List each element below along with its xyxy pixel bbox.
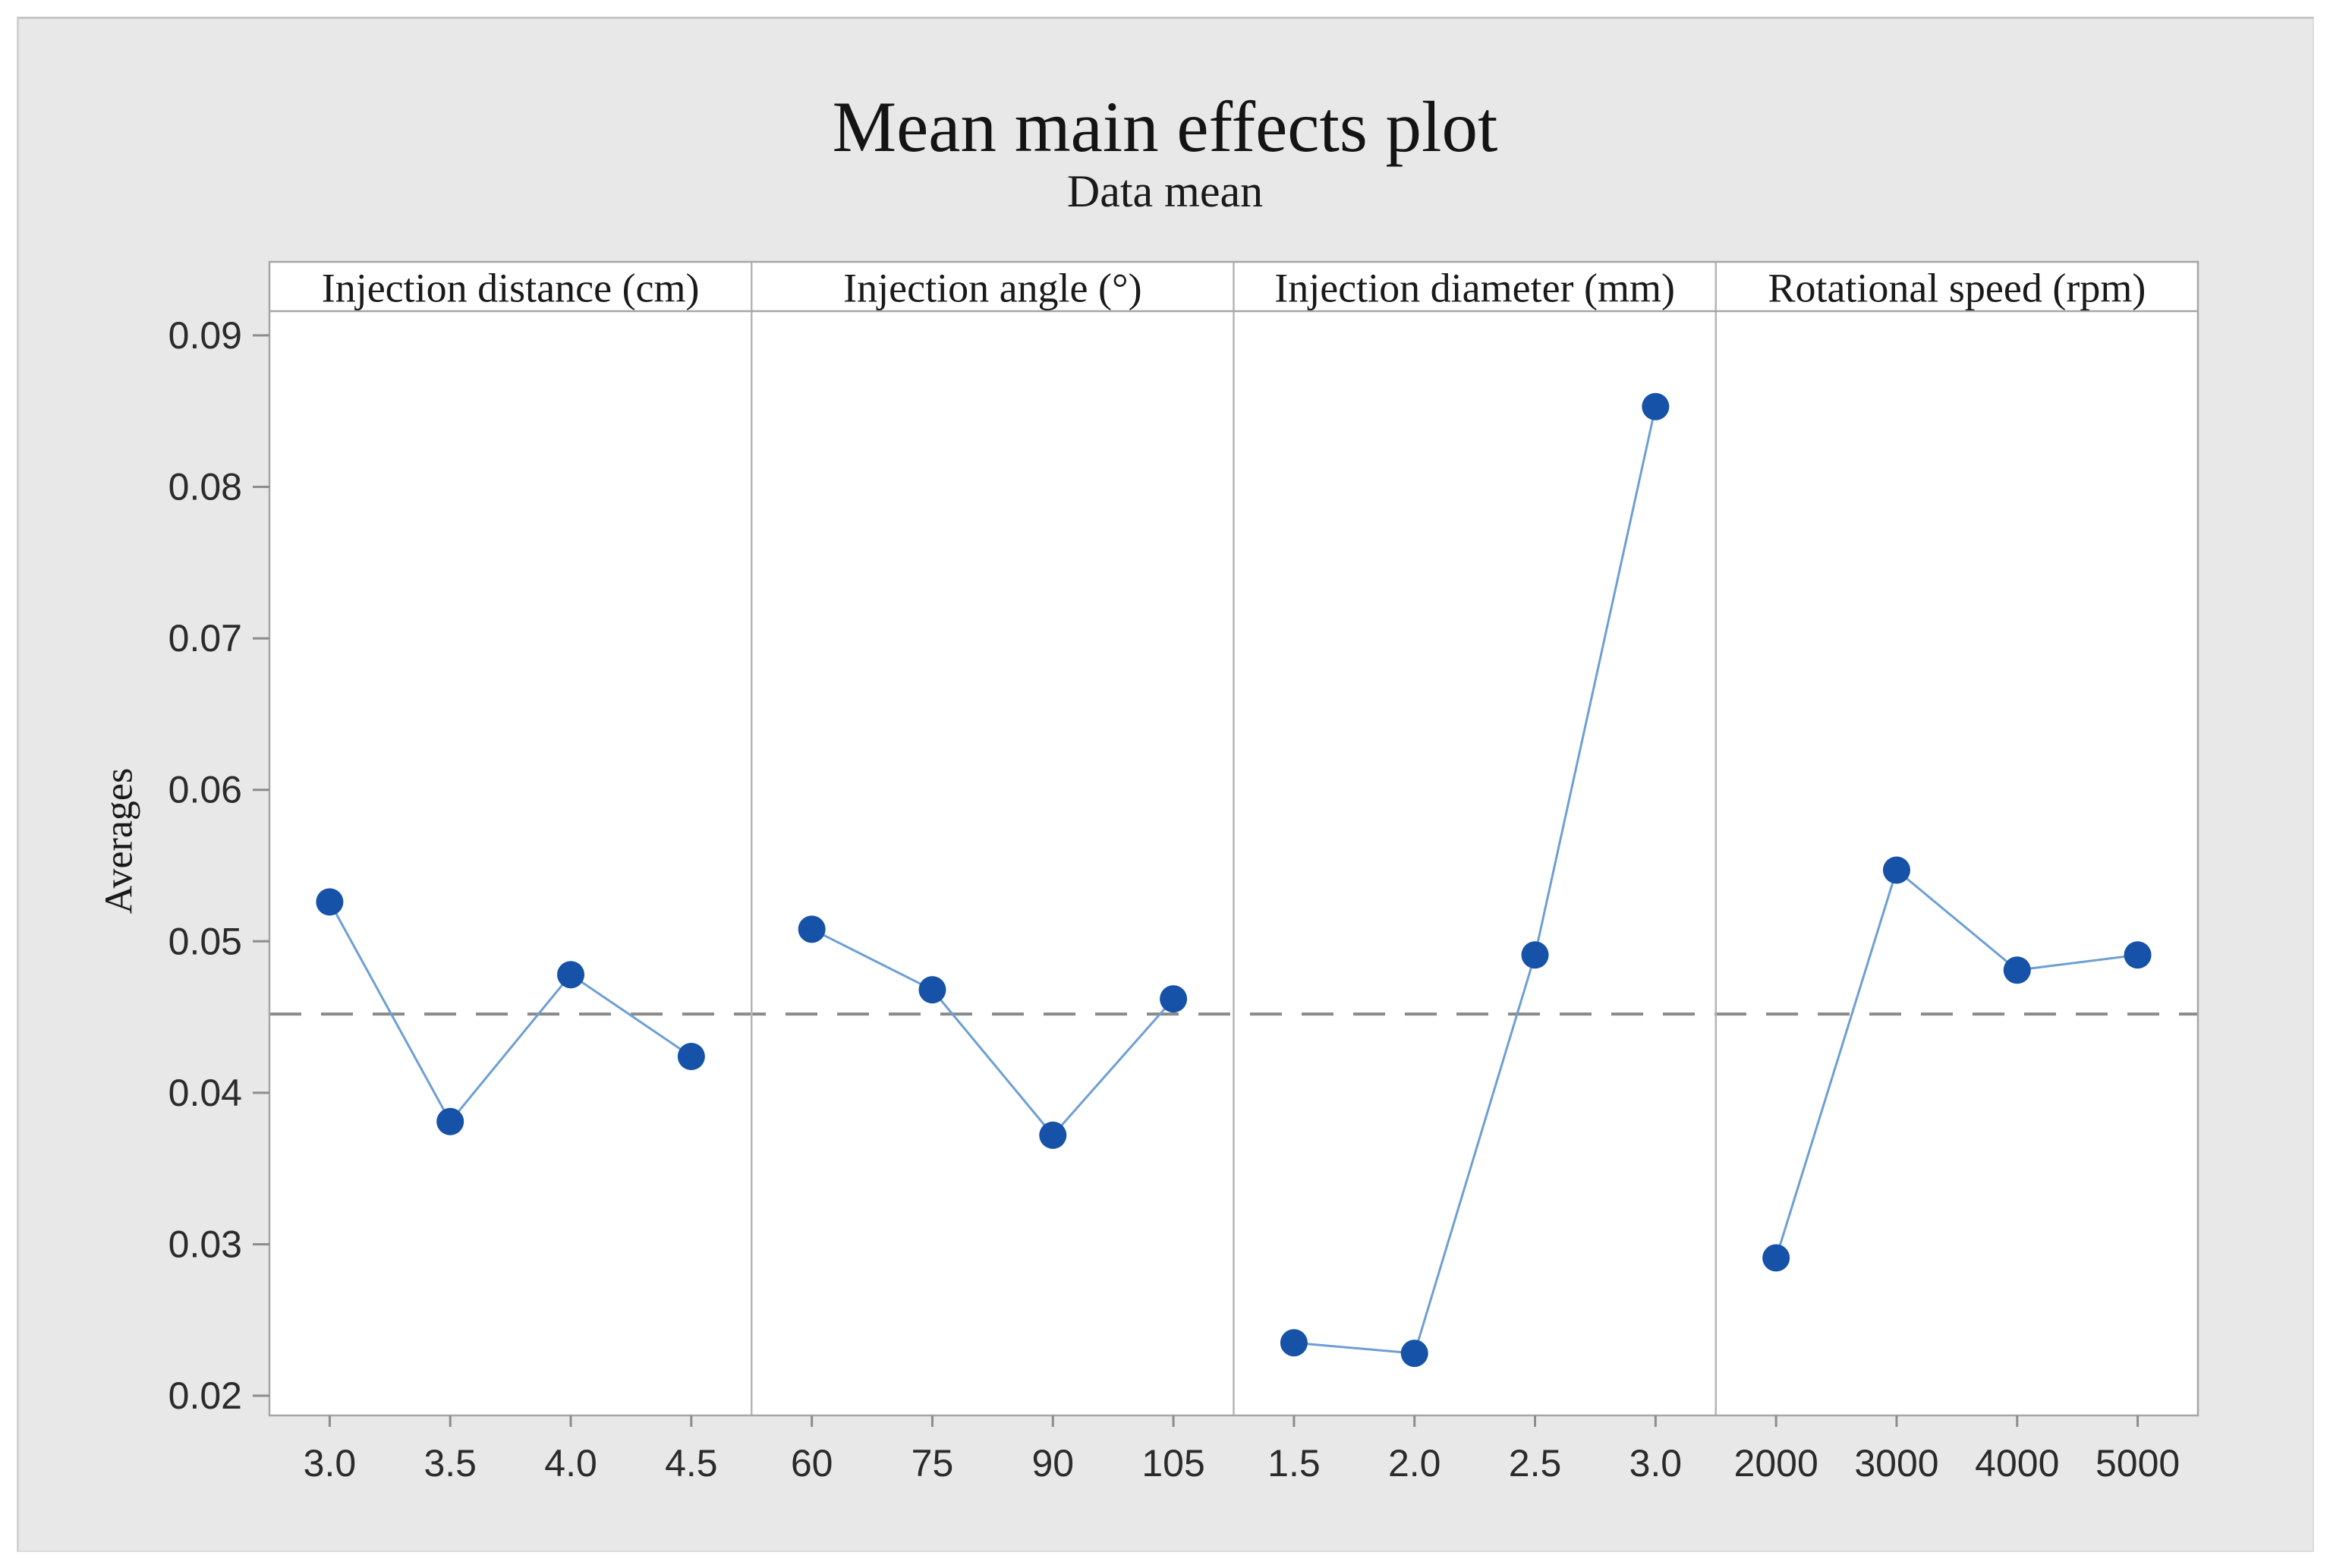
x-tick-label: 105 <box>1141 1442 1204 1485</box>
y-tick-label: 0.07 <box>168 617 242 660</box>
plot-frame <box>268 260 2199 1417</box>
data-point-marker <box>1400 1340 1428 1368</box>
panel-header-label: Rotational speed (rpm) <box>1768 266 2146 311</box>
data-point-marker <box>1280 1329 1308 1357</box>
data-point-marker <box>2124 941 2152 969</box>
data-point-marker <box>918 976 946 1004</box>
x-tick-label: 3000 <box>1854 1442 1938 1485</box>
x-tick-label: 60 <box>791 1442 833 1485</box>
x-tick-label: 2.5 <box>1509 1442 1562 1485</box>
panel-header-label: Injection distance (cm) <box>322 266 700 311</box>
x-tick-label: 4.0 <box>544 1442 597 1485</box>
data-point-marker <box>436 1107 464 1135</box>
x-tick-label: 2000 <box>1734 1442 1818 1485</box>
x-tick-label: 4.5 <box>665 1442 718 1485</box>
y-tick-label: 0.02 <box>168 1374 242 1417</box>
data-point-marker <box>557 961 585 989</box>
data-point-marker <box>677 1042 705 1070</box>
series-line <box>1293 406 1657 1355</box>
data-point-marker <box>798 915 826 943</box>
series-line <box>1774 867 2138 1258</box>
panel-header-label: Injection angle (°) <box>843 266 1141 311</box>
x-tick-label: 75 <box>912 1442 954 1485</box>
series-line <box>811 927 1175 1138</box>
y-tick-label: 0.09 <box>168 314 242 357</box>
y-tick-label: 0.06 <box>168 769 242 811</box>
x-tick-label: 1.5 <box>1267 1442 1321 1485</box>
data-point-marker <box>1039 1121 1067 1149</box>
chart-subtitle: Data mean <box>1066 166 1264 216</box>
data-point-marker <box>316 888 344 916</box>
x-tick-label: 5000 <box>2095 1442 2180 1485</box>
x-tick-label: 3.0 <box>1629 1442 1683 1485</box>
x-tick-label: 3.0 <box>304 1442 357 1485</box>
x-tick-label: 2.0 <box>1388 1442 1441 1485</box>
data-point-marker <box>1521 941 1549 969</box>
chart-title: Mean main effects plot <box>832 87 1498 167</box>
data-point-marker <box>2003 956 2031 984</box>
x-tick-label: 3.5 <box>423 1442 477 1485</box>
data-point-marker <box>1762 1244 1790 1272</box>
x-tick-label: 4000 <box>1975 1442 2059 1485</box>
x-tick-label: 90 <box>1031 1442 1074 1485</box>
y-tick-label: 0.08 <box>168 466 242 508</box>
data-point-marker <box>1882 856 1910 884</box>
panel-header-label: Injection diameter (mm) <box>1274 266 1675 311</box>
data-point-marker <box>1642 392 1670 420</box>
y-tick-label: 0.05 <box>168 920 242 962</box>
y-tick-label: 0.04 <box>168 1072 242 1114</box>
y-tick-label: 0.03 <box>168 1223 242 1265</box>
data-point-marker <box>1160 985 1188 1013</box>
series-line <box>329 901 692 1124</box>
